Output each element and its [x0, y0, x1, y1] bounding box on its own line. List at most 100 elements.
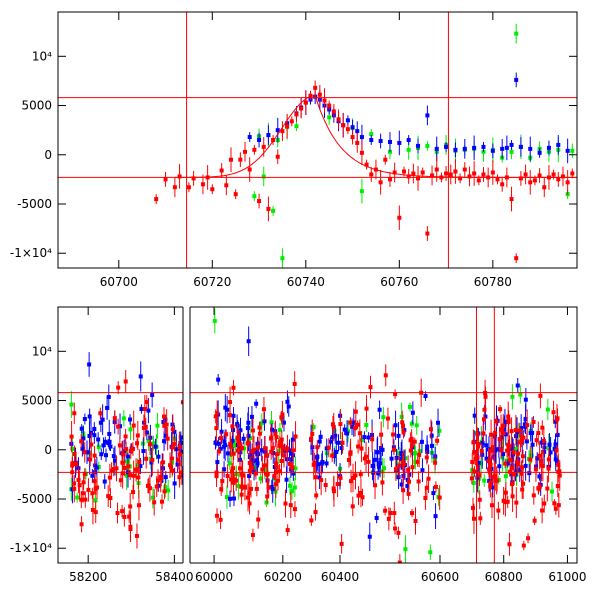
y-tick-label: 0 [44, 443, 52, 457]
data-point [254, 481, 259, 497]
data-point [531, 416, 536, 428]
data-point [261, 137, 266, 157]
data-point [118, 473, 123, 487]
data-point [154, 194, 159, 204]
data-point [556, 135, 561, 155]
axes-frame [57, 306, 578, 564]
data-point [233, 189, 238, 200]
data-point [128, 443, 133, 459]
data-point [353, 461, 358, 490]
data-point [420, 458, 425, 483]
data-point [346, 420, 351, 443]
data-point [213, 436, 218, 450]
data-point [141, 437, 146, 465]
data-point [293, 421, 298, 452]
data-point [327, 100, 332, 111]
data-point [518, 137, 523, 157]
data-point [264, 498, 269, 507]
data-point [419, 430, 424, 454]
x-tick-label: 60740 [287, 275, 325, 289]
data-point [481, 424, 486, 443]
data-point [214, 413, 219, 443]
data-point [222, 461, 227, 478]
data-point [294, 121, 299, 132]
data-point [472, 161, 477, 186]
data-point [247, 451, 252, 475]
data-point [424, 450, 429, 465]
data-point [381, 407, 386, 428]
data-point [498, 404, 503, 414]
data-point [72, 445, 77, 463]
data-point [247, 478, 252, 509]
data-point [279, 411, 284, 424]
data-point [88, 452, 93, 467]
data-point [469, 472, 474, 485]
data-point [95, 475, 100, 500]
data-point [128, 414, 133, 425]
data-point [147, 474, 152, 502]
data-point [239, 484, 244, 505]
data-point [542, 494, 547, 513]
data-point [79, 434, 84, 449]
data-point [355, 133, 360, 153]
data-point [400, 410, 405, 435]
data-point [373, 471, 378, 499]
data-point [475, 427, 480, 442]
data-point [90, 487, 95, 499]
data-point [392, 444, 397, 456]
data-point [99, 448, 104, 461]
data-point [250, 418, 255, 443]
data-point [271, 205, 276, 216]
data-point [243, 141, 248, 162]
data-point [366, 432, 371, 443]
data-point [437, 424, 442, 437]
data-point [383, 505, 388, 516]
data-point [281, 443, 286, 468]
data-point [379, 421, 384, 448]
data-point [433, 481, 438, 493]
data-point [481, 141, 486, 152]
data-point [509, 140, 514, 150]
data-point [281, 413, 286, 432]
data-point [216, 447, 221, 456]
data-point [156, 449, 161, 464]
data-point [90, 495, 95, 525]
data-point [256, 436, 261, 459]
data-point [412, 437, 417, 446]
x-tick-label: 61000 [548, 570, 586, 584]
data-point [291, 440, 296, 461]
y-tick-label: 0 [44, 148, 52, 162]
data-point [79, 424, 84, 434]
x-tick-label: 60800 [485, 570, 523, 584]
data-point [505, 495, 510, 509]
data-point [288, 492, 293, 519]
data-point [229, 147, 233, 172]
data-point [501, 486, 506, 515]
data-point [403, 535, 408, 563]
data-point [378, 133, 383, 149]
data-point [475, 444, 480, 471]
data-point [510, 480, 515, 513]
data-point [338, 409, 343, 440]
data-point [471, 503, 476, 534]
data-point [153, 438, 158, 455]
data-point [364, 159, 369, 170]
data-point [378, 170, 383, 195]
data-point [154, 476, 159, 497]
data-point [522, 416, 527, 432]
data-point [495, 174, 500, 185]
data-point [484, 434, 489, 457]
data-point [369, 135, 374, 145]
data-point [428, 419, 433, 440]
x-tick-label: 60000 [195, 570, 233, 584]
data-point [257, 193, 262, 209]
data-point [511, 438, 516, 470]
data-point [396, 422, 401, 450]
data-point [406, 455, 411, 485]
data-point [413, 507, 418, 535]
data-point [268, 424, 273, 453]
plot-area [154, 23, 577, 268]
data-point [313, 80, 318, 96]
data-point [131, 460, 136, 492]
data-point [554, 403, 559, 436]
